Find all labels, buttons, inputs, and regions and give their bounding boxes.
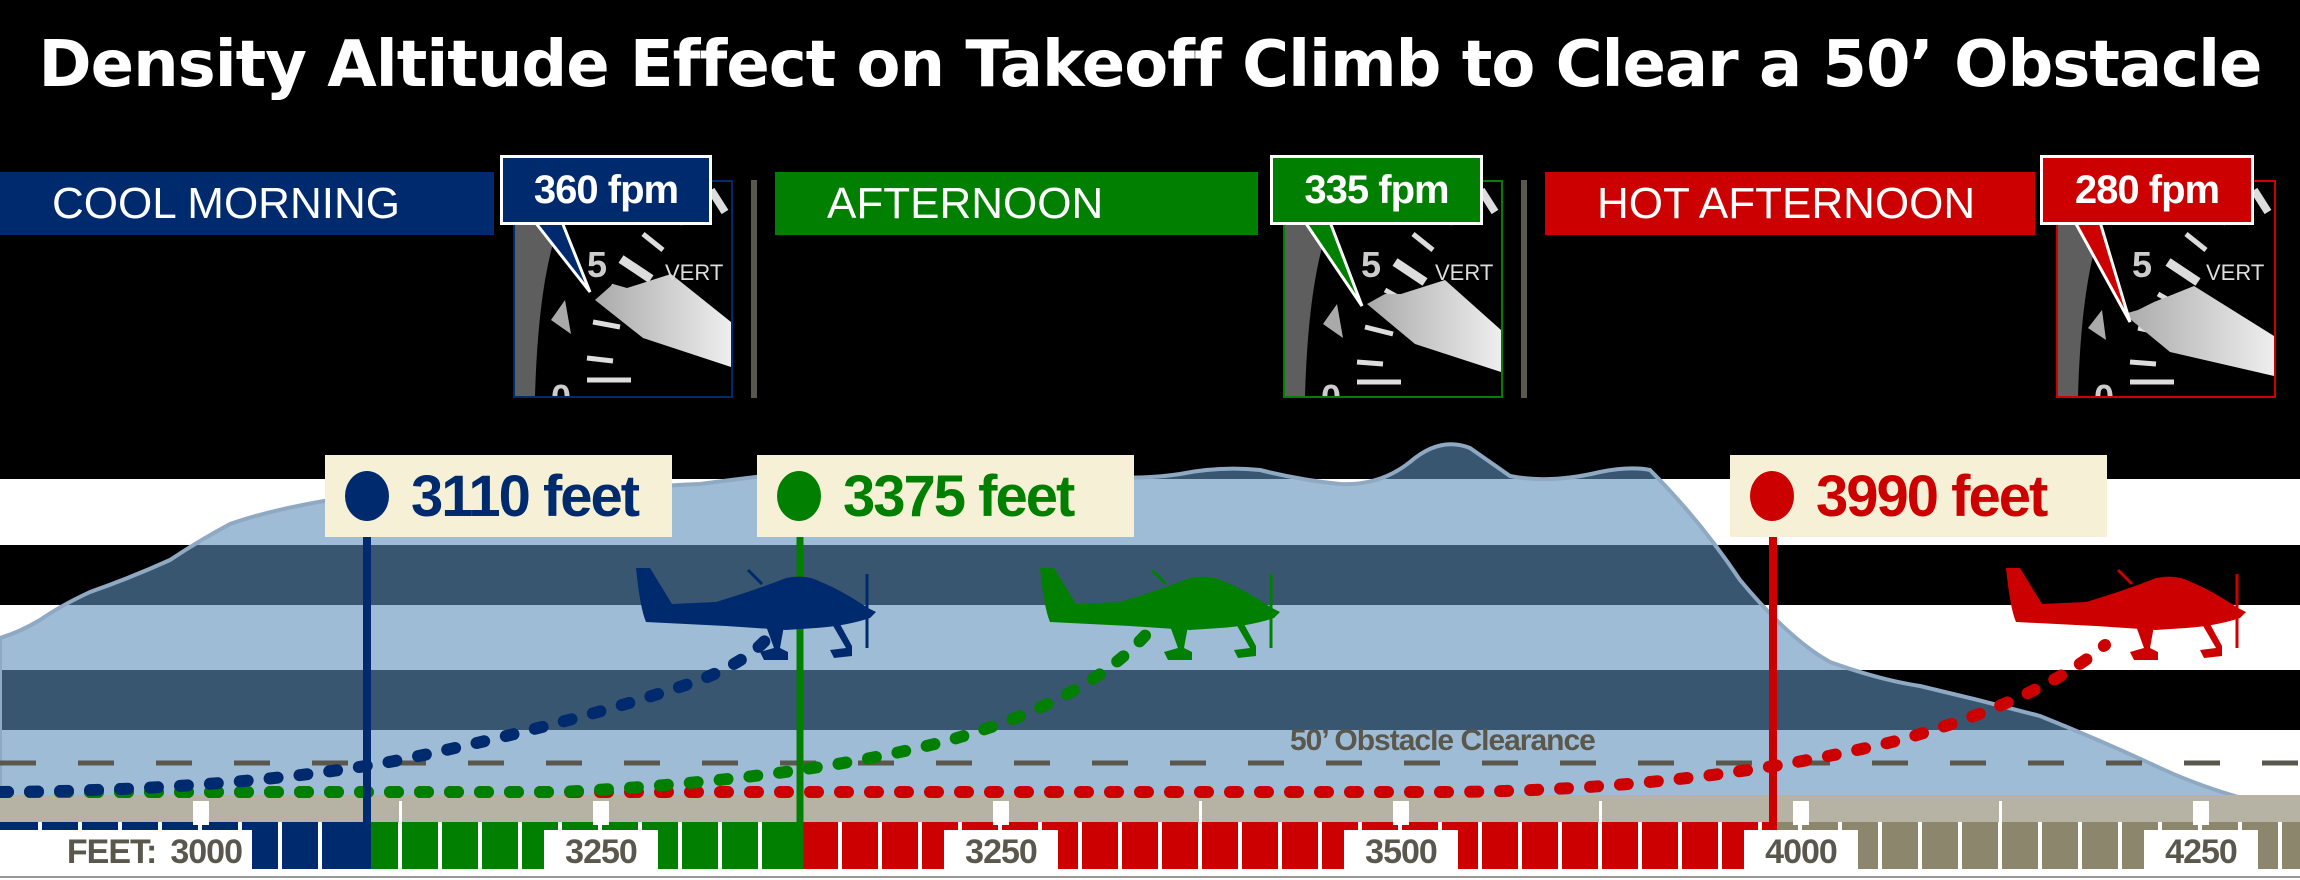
trajectory-red [0,639,2111,798]
svg-text:5: 5 [2132,244,2152,285]
pin-head-icon [777,471,821,521]
svg-text:5: 5 [1361,244,1381,285]
distance-label-hot-afternoon: 3990 feet [1730,455,2107,537]
vertical-speed-indicator-icon: 5 VERT 0 [1285,182,1501,396]
airplane-green-icon [1040,568,1280,660]
svg-text:0: 0 [2094,377,2114,396]
airplane-blue-icon [636,568,876,660]
banner-label: HOT AFTERNOON [1597,178,1976,228]
svg-text:0: 0 [551,377,571,396]
vertical-speed-indicator-icon: 5 VERT 0 [2058,182,2274,396]
svg-text:VERT: VERT [2206,260,2264,285]
trajectory-blue [0,629,776,798]
vertical-speed-indicator-icon: 5 VERT 0 [515,182,731,396]
callout-pointers [531,220,2132,323]
banner-afternoon: AFTERNOON [775,172,1258,235]
banner-label: AFTERNOON [827,178,1104,228]
ruler-tick-label: 3250 [944,830,1058,874]
panel-separator [1521,180,1527,398]
svg-text:0: 0 [1321,377,1341,396]
banner-label: COOL MORNING [52,178,400,228]
obstacle-clearance-label: 50’ Obstacle Clearance [1290,724,1596,757]
distance-value: 3110 feet [411,463,640,529]
climb-rate-callout-afternoon: 335 fpm [1270,155,1483,225]
distance-label-afternoon: 3375 feet [757,455,1134,537]
ruler-tick-label: 4250 [2144,830,2258,874]
svg-text:VERT: VERT [1435,260,1493,285]
banner-hot-afternoon: HOT AFTERNOON [1545,172,2035,235]
distance-label-cool-morning: 3110 feet [325,455,672,537]
ruler-label-start: FEET: 3000 [0,830,252,874]
pin-head-icon [345,471,389,521]
page-title: Density Altitude Effect on Takeoff Climb… [38,28,2263,102]
climb-rate-callout-hot-afternoon: 280 fpm [2040,155,2254,225]
panel-separator [751,180,757,398]
airplane-red-icon [2006,568,2246,660]
trajectory-green [0,624,1156,798]
svg-text:5: 5 [587,244,607,285]
ruler-prefix: FEET: [66,832,157,871]
svg-text:VERT: VERT [665,260,723,285]
ruler-tick-label: 3250 [544,830,658,874]
ruler-tick-label: 4000 [1744,830,1858,874]
distance-value: 3990 feet [1816,463,2048,529]
distance-value: 3375 feet [843,463,1075,529]
ruler-tick-label: 3000 [170,832,243,871]
climb-rate-callout-cool-morning: 360 fpm [500,155,712,225]
banner-cool-morning: COOL MORNING [0,172,494,235]
ruler-tick-label: 3500 [1344,830,1458,874]
pin-head-icon [1750,471,1794,521]
